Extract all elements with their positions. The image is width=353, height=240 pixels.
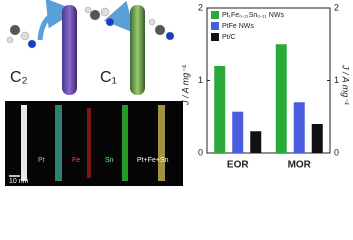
map-label: Pt+Fe+Sn: [137, 157, 169, 164]
scale-label: 10 nm: [9, 178, 29, 185]
bar: [293, 102, 305, 153]
x-tick-label: EOR: [227, 160, 249, 171]
legend-label: PtFe NWs: [222, 23, 254, 30]
nanowire: [130, 5, 145, 95]
carbon-label: C₂: [10, 69, 28, 86]
bar: [311, 124, 323, 153]
strip: [55, 105, 62, 181]
bar: [214, 66, 226, 153]
figure: C₂ C₁ 10 nm Pt Fe Sn Pt+Fe+Sn J / A mg⁻¹…: [5, 0, 351, 186]
legend-swatch: [211, 33, 219, 41]
molecule: [6, 6, 175, 49]
carbon-label: C₁: [100, 69, 117, 86]
x-tick-label: MOR: [288, 160, 312, 171]
legend-swatch: [211, 11, 219, 19]
y-tick-label: 2: [198, 2, 203, 12]
map-label: Sn: [105, 157, 114, 164]
strip: [21, 105, 27, 181]
y-tick-label: 0: [198, 147, 203, 157]
y2-tick-label: 0: [334, 147, 339, 157]
bar: [250, 131, 262, 153]
map-label: Fe: [72, 157, 80, 164]
bar: [232, 111, 244, 153]
legend-label: Pt₁Fe₀.₁₁Sn₀.₁₁ NWs: [222, 12, 284, 19]
y2-axis-label: J / A mg⁻¹: [341, 64, 351, 105]
strip: [158, 105, 165, 181]
y2-tick-label: 2: [334, 2, 339, 12]
arrow: [37, 0, 77, 41]
map-label: Pt: [38, 157, 45, 164]
micrograph: [5, 101, 183, 186]
bar: [275, 44, 287, 153]
nanowire: [62, 5, 77, 95]
legend-swatch: [211, 22, 219, 30]
strip: [122, 105, 128, 181]
y-tick-label: 1: [198, 75, 203, 85]
strip: [87, 108, 91, 178]
y2-tick-label: 1: [334, 75, 339, 85]
illustration: C₂ C₁ 10 nm Pt Fe Sn Pt+Fe+Sn: [5, 0, 183, 186]
chart: J / A mg⁻¹ J / A mg⁻¹ 0 1 2 0 1 2 EOR MOR Pt₁Fe₀…: [180, 2, 350, 170]
y-axis-label: J / A mg⁻¹: [180, 65, 190, 106]
legend-label: Pt/C: [222, 34, 236, 41]
